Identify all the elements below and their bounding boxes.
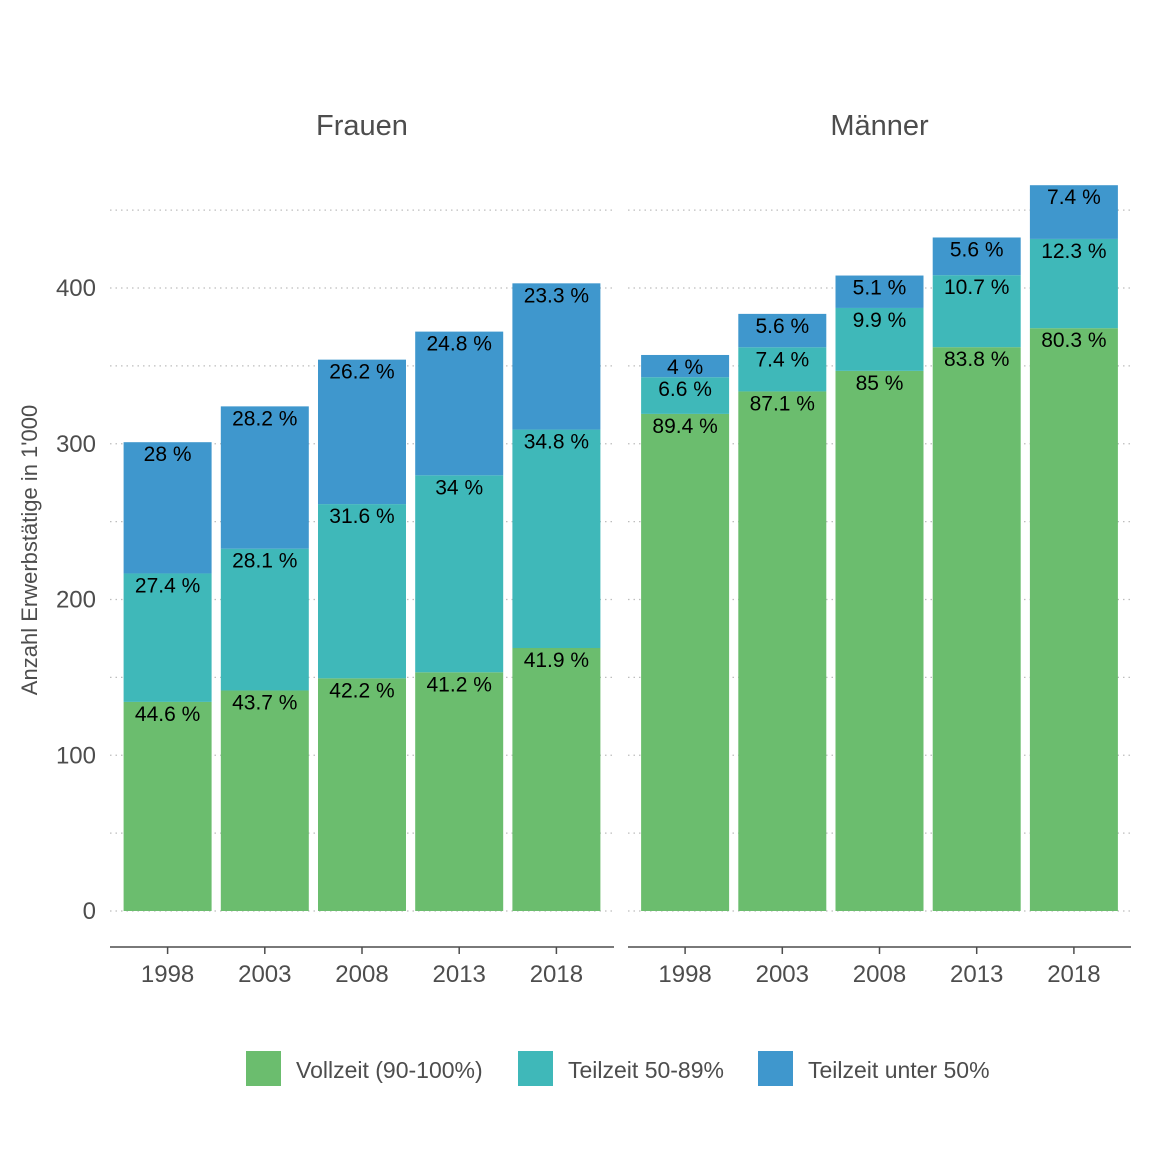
data-label: 6.6 % <box>658 378 712 401</box>
bar-segment <box>415 331 504 476</box>
data-label: 4 % <box>667 356 703 379</box>
data-label: 28.2 % <box>232 407 297 430</box>
legend-swatch <box>246 1051 281 1086</box>
data-label: 34.8 % <box>524 431 589 454</box>
data-label: 80.3 % <box>1041 329 1106 352</box>
y-tick-label: 400 <box>56 275 96 302</box>
data-label: 41.9 % <box>524 649 589 672</box>
bar-segment <box>835 370 924 911</box>
data-label: 5.1 % <box>853 277 907 300</box>
data-label: 9.9 % <box>853 309 907 332</box>
data-label: 24.8 % <box>427 333 492 356</box>
x-tick-label: 2018 <box>1047 961 1100 988</box>
x-tick-label: 2013 <box>950 961 1003 988</box>
bar-segment <box>835 275 924 308</box>
bar-segment <box>738 313 827 348</box>
bar-segment <box>512 283 601 430</box>
bar-segment <box>641 413 730 911</box>
data-label: 42.2 % <box>329 679 394 702</box>
legend: Vollzeit (90-100%) Teilzeit 50-89% Teilzei… <box>246 1051 990 1086</box>
bar-segment <box>220 548 309 691</box>
data-label: 89.4 % <box>652 415 717 438</box>
data-label: 27.4 % <box>135 574 200 597</box>
x-tick-label: 2013 <box>433 961 486 988</box>
y-tick-label: 100 <box>56 742 96 769</box>
data-label: 23.3 % <box>524 284 589 307</box>
legend-label: Vollzeit (90-100%) <box>296 1057 483 1083</box>
legend-label: Teilzeit 50-89% <box>568 1057 724 1083</box>
legend-swatch <box>758 1051 793 1086</box>
data-label: 10.7 % <box>944 276 1009 299</box>
legend-swatch <box>518 1051 553 1086</box>
panel-title: Männer <box>830 110 929 142</box>
data-label: 43.7 % <box>232 691 297 714</box>
data-label: 41.2 % <box>427 673 492 696</box>
x-tick-label: 2003 <box>238 961 291 988</box>
bar-segment <box>738 347 827 392</box>
bar-segment <box>835 307 924 371</box>
data-label: 7.4 % <box>755 348 809 371</box>
data-label: 34 % <box>435 476 483 499</box>
x-tick-label: 2008 <box>335 961 388 988</box>
bar-segment <box>318 678 406 911</box>
data-label: 31.6 % <box>329 505 394 528</box>
legend-label: Teilzeit unter 50% <box>808 1057 990 1083</box>
bar-segment <box>220 406 309 549</box>
bar-segment <box>415 672 504 911</box>
bar-segment <box>641 377 730 414</box>
data-label: 26.2 % <box>329 361 394 384</box>
data-label: 87.1 % <box>750 392 815 415</box>
data-label: 28.1 % <box>232 550 297 573</box>
bar-segment <box>512 648 601 911</box>
bar-segment <box>318 359 406 505</box>
data-label: 83.8 % <box>944 348 1009 371</box>
bar-segment <box>123 701 212 911</box>
bar-segment <box>123 442 212 574</box>
y-tick-label: 0 <box>83 898 96 925</box>
bar-segment <box>738 391 827 911</box>
x-tick-label: 1998 <box>141 961 194 988</box>
y-tick-label: 300 <box>56 431 96 458</box>
bar-segment <box>641 354 730 378</box>
bar-segment <box>512 429 601 649</box>
data-label: 7.4 % <box>1047 186 1101 209</box>
data-label: 5.6 % <box>755 315 809 338</box>
data-label: 85 % <box>856 372 904 395</box>
bar-segment <box>415 475 504 673</box>
x-tick-label: 2018 <box>530 961 583 988</box>
x-tick-label: 2008 <box>853 961 906 988</box>
bar-segment <box>932 237 1021 276</box>
y-axis-label: Anzahl Erwerbstätige in 1'000 <box>17 405 42 695</box>
bar-segment <box>932 347 1021 911</box>
bar-segment <box>123 573 212 702</box>
x-tick-label: 1998 <box>658 961 711 988</box>
data-label: 44.6 % <box>135 703 200 726</box>
data-label: 28 % <box>144 443 192 466</box>
bar-segment <box>1029 328 1118 911</box>
data-label: 5.6 % <box>950 238 1004 261</box>
bar-segment <box>1029 185 1118 239</box>
x-tick-label: 2003 <box>756 961 809 988</box>
bar-segment <box>932 275 1021 348</box>
bar-segment <box>1029 238 1118 329</box>
bar-segment <box>220 690 309 911</box>
bar-segment <box>318 504 406 679</box>
panel-title: Frauen <box>316 110 408 142</box>
y-tick-label: 200 <box>56 587 96 614</box>
data-label: 12.3 % <box>1041 240 1106 263</box>
